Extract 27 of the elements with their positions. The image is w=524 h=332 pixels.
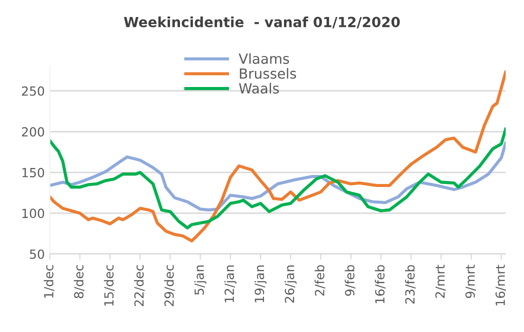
x-tick-label: 19/jan (254, 265, 267, 302)
legend-label: Vlaams (238, 53, 290, 64)
x-tick-label: 26/jan (284, 265, 297, 303)
x-tick-label: 9/feb (344, 265, 356, 296)
x-tick-label: 5/jan (194, 265, 206, 295)
y-tick-label: 200 (22, 127, 44, 137)
x-tick-label: 15/dec (104, 265, 115, 306)
x-tick-label: 23/feb (404, 265, 416, 304)
y-tick-label: 250 (22, 86, 44, 96)
x-tick-label: 22/dec (134, 265, 145, 306)
legend-label: Brussels (240, 68, 296, 79)
x-tick-label: 9/mrt (465, 264, 476, 298)
x-tick-label: 29/dec (164, 265, 175, 306)
x-tick-label: 16/feb (374, 265, 386, 304)
y-tick-label: 150 (22, 168, 44, 178)
chart-title: Weekincidentie - vanaf 01/12/2020 (124, 16, 400, 28)
x-tick-label: 2/feb (314, 265, 326, 296)
x-tick-label: 12/jan (224, 265, 236, 302)
y-tick-label: 100 (22, 208, 44, 218)
y-tick-label: 50 (30, 249, 44, 259)
x-tick-label: 8/dec (74, 265, 84, 298)
x-tick-label: 2/mrt (435, 264, 446, 298)
legend-label: Waals (239, 82, 279, 94)
line-series (50, 142, 506, 212)
x-tick-label: 1/dec (44, 265, 54, 298)
x-tick-label: 16/mrt (496, 264, 506, 306)
line-series (50, 128, 506, 230)
